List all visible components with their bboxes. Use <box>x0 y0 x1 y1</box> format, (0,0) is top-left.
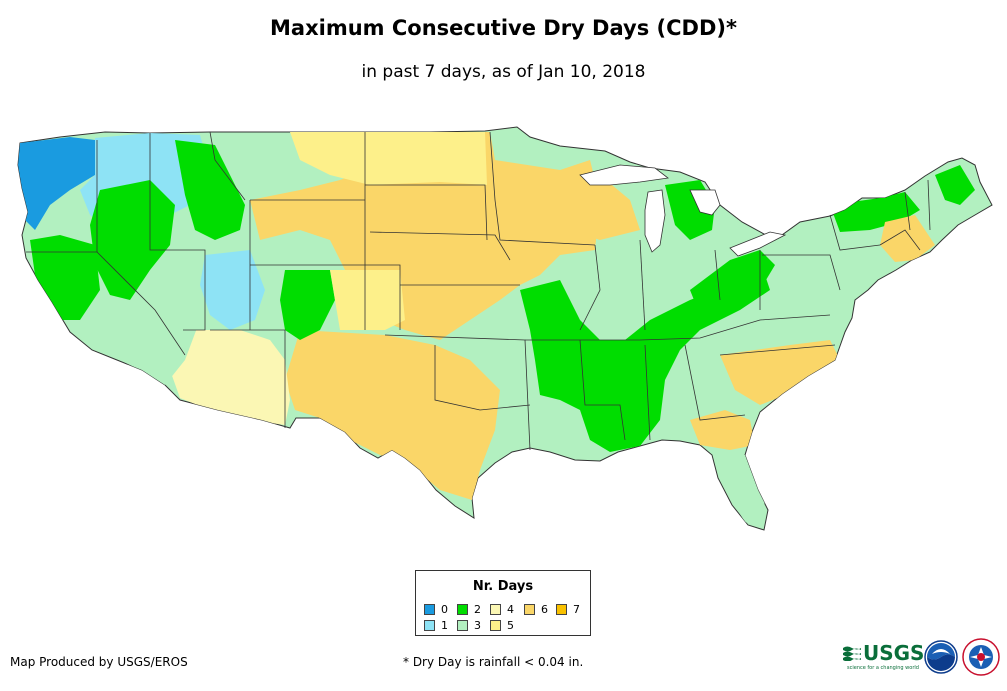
map-legend: Nr. Days 0 1 2 3 4 5 6 7 <box>415 570 591 636</box>
lake-huron <box>689 189 721 216</box>
region-idaho-2 <box>90 180 175 300</box>
legend-item-6: 6 <box>524 603 548 616</box>
region-colorado-5 <box>330 270 405 330</box>
legend-item-2: 2 <box>457 603 481 616</box>
legend-label-2: 2 <box>474 603 481 616</box>
region-georgia-6 <box>690 410 755 450</box>
map-title: Maximum Consecutive Dry Days (CDD)* <box>270 16 737 40</box>
legend-label-4: 4 <box>507 603 514 616</box>
region-ohio-2 <box>690 250 775 315</box>
legend-item-7: 7 <box>556 603 580 616</box>
legend-item-5: 5 <box>490 619 514 632</box>
region-carolina-6 <box>720 340 840 405</box>
legend-label-3: 3 <box>474 619 481 632</box>
legend-swatch-1 <box>424 620 435 631</box>
legend-swatch-6 <box>524 604 535 615</box>
legend-item-3: 3 <box>457 619 481 632</box>
legend-label-6: 6 <box>541 603 548 616</box>
us-dry-days-map <box>17 126 993 531</box>
legend-swatch-0 <box>424 604 435 615</box>
region-colorado-2 <box>280 270 335 340</box>
region-north-plains-5 <box>290 132 487 185</box>
legend-label-0: 0 <box>441 603 448 616</box>
region-southwest-4 <box>170 330 290 425</box>
legend-item-4: 4 <box>490 603 514 616</box>
region-utah-1 <box>200 250 265 330</box>
state-boundaries <box>26 131 931 451</box>
dry-day-footnote: * Dry Day is rainfall < 0.04 in. <box>403 655 584 669</box>
nws-logo-icon <box>962 638 1000 676</box>
map-credit: Map Produced by USGS/EROS <box>10 655 188 669</box>
legend-title: Nr. Days <box>472 579 534 594</box>
map-subtitle: in past 7 days, as of Jan 10, 2018 <box>361 62 646 82</box>
usgs-logo: USGS science for a changing world <box>843 641 924 673</box>
legend-swatch-3 <box>457 620 468 631</box>
region-texas-6 <box>285 330 500 500</box>
lake-superior <box>579 164 669 186</box>
legend-swatch-4 <box>490 604 501 615</box>
region-northwest-0 <box>18 137 95 230</box>
legend-item-1: 1 <box>424 619 448 632</box>
legend-label-5: 5 <box>507 619 514 632</box>
region-new-england-6 <box>880 215 935 262</box>
legend-swatch-7 <box>556 604 567 615</box>
region-plains-6 <box>250 132 600 340</box>
lake-erie <box>729 231 787 257</box>
legend-swatch-5 <box>490 620 501 631</box>
region-maine-2 <box>935 165 975 205</box>
legend-label-7: 7 <box>573 603 580 616</box>
region-montana-2 <box>175 140 245 240</box>
legend-label-1: 1 <box>441 619 448 632</box>
lake-michigan <box>644 189 666 253</box>
legend-item-0: 0 <box>424 603 448 616</box>
legend-swatch-2 <box>457 604 468 615</box>
region-wisconsin-6 <box>555 170 640 240</box>
usgs-tagline: science for a changing world <box>847 665 919 671</box>
usgs-wave-icon <box>843 646 861 661</box>
usgs-wordmark: USGS <box>863 641 925 665</box>
region-nevada-3 <box>90 300 200 385</box>
noaa-logo-icon <box>924 640 958 674</box>
